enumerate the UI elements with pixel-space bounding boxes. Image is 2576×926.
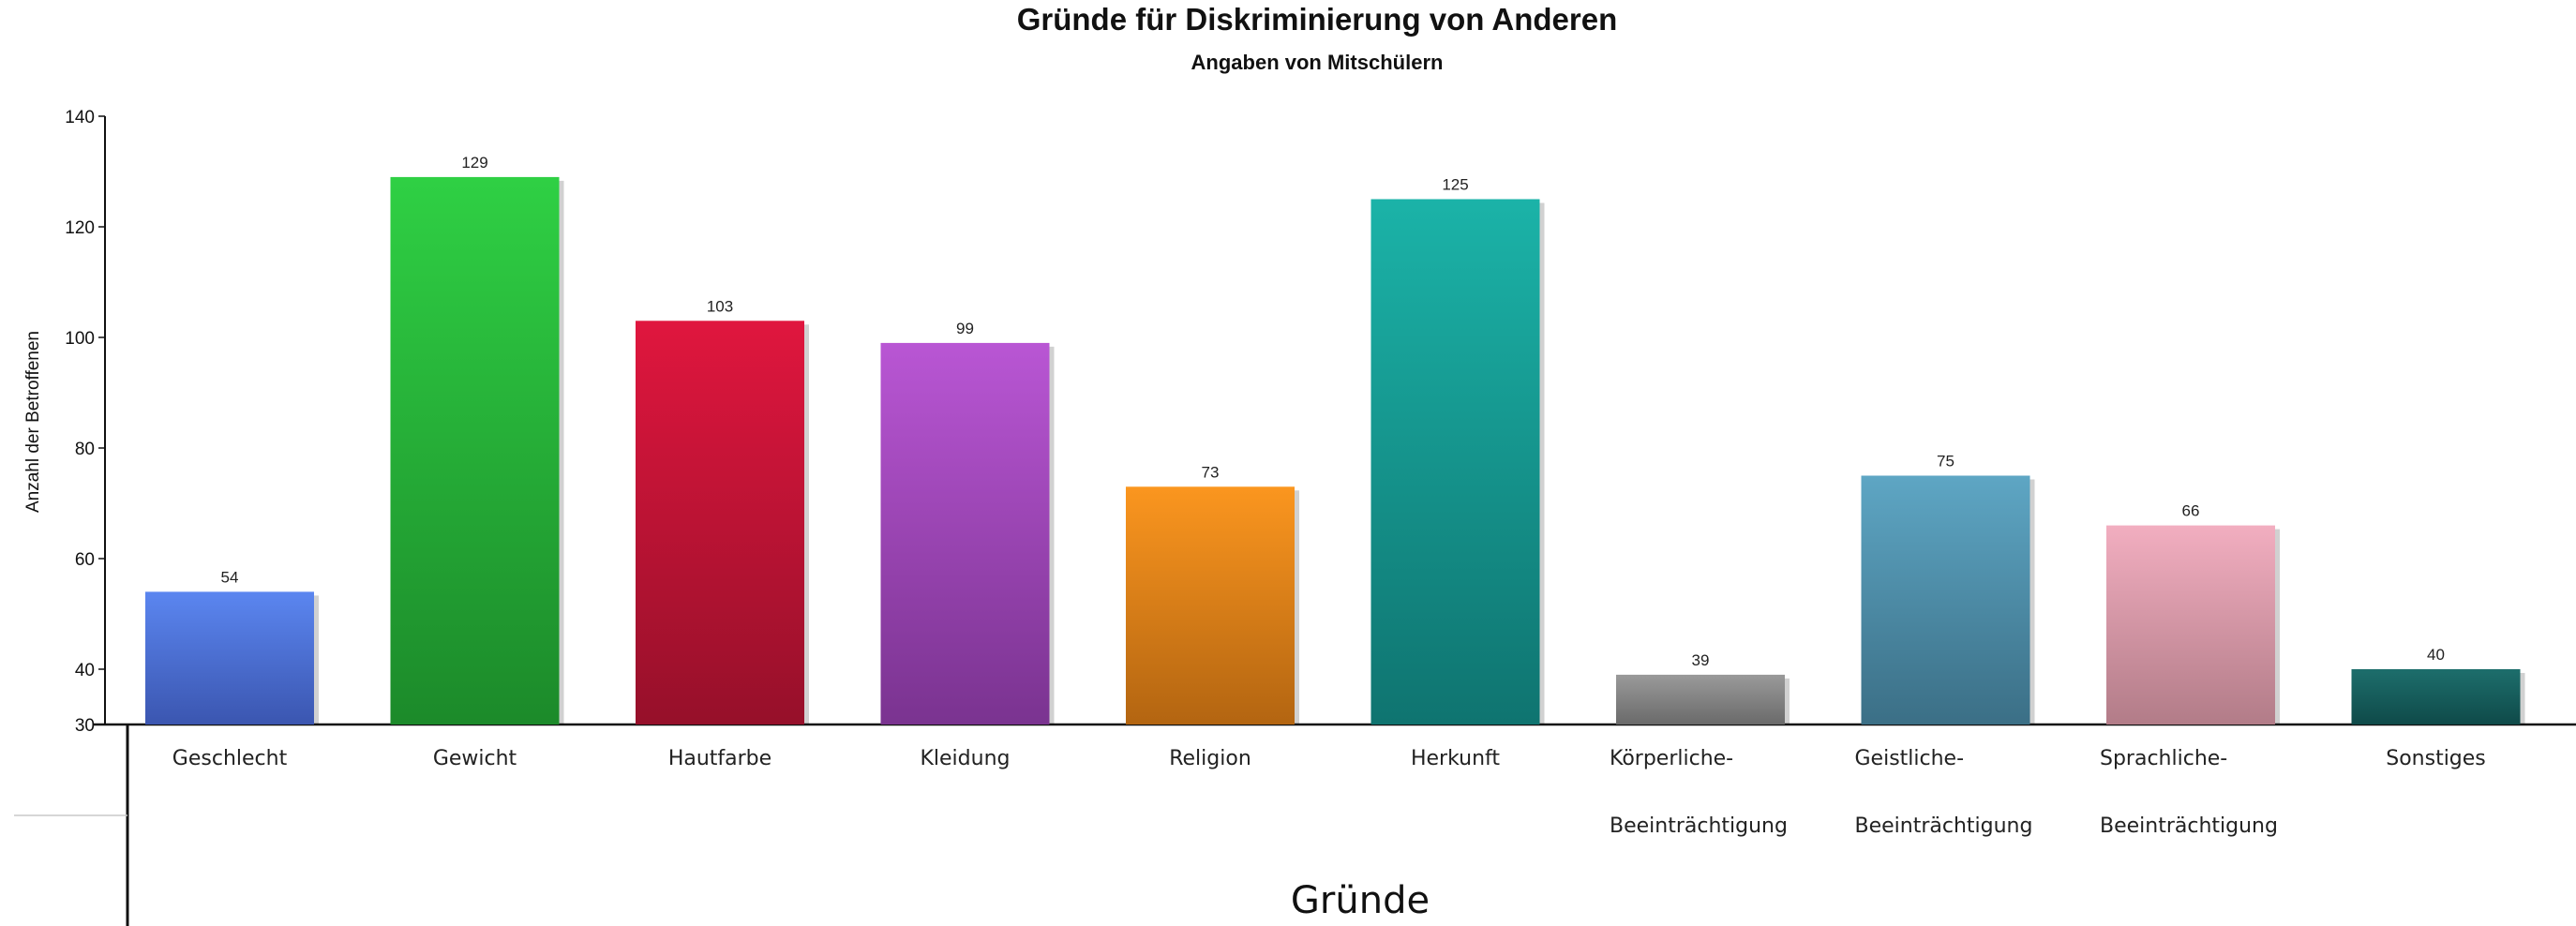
x-tick-label: Hautfarbe	[668, 747, 771, 770]
x-axis-label: Gründe	[1290, 879, 1430, 922]
x-tick-label: Beeinträchtigung	[1610, 814, 1788, 838]
bar	[145, 591, 314, 724]
x-tick-label: Gewicht	[433, 747, 517, 770]
bar-value-label: 73	[1202, 463, 1220, 481]
chart-subtitle: Angaben von Mitschülern	[1191, 51, 1444, 74]
bar-value-label: 99	[956, 320, 974, 337]
bar-value-label: 75	[1937, 453, 1954, 470]
bar-value-label: 54	[221, 568, 239, 586]
y-tick-label: 40	[75, 661, 95, 680]
x-tick-label: Herkunft	[1411, 747, 1500, 770]
x-tick-label: Beeinträchtigung	[1855, 814, 2033, 838]
bar-value-label: 125	[1442, 176, 1468, 194]
x-tick-label: Sprachliche-	[2100, 747, 2227, 770]
bar	[1126, 486, 1295, 724]
bar	[1616, 674, 1785, 724]
bar-value-label: 40	[2427, 646, 2445, 664]
bar-value-label: 129	[461, 154, 487, 172]
bar	[880, 342, 1050, 724]
y-tick-label: 120	[65, 218, 95, 238]
bar	[390, 176, 560, 724]
y-tick-label: 30	[75, 716, 95, 736]
y-tick-label: 140	[65, 108, 95, 127]
x-tick-label: Kleidung	[920, 747, 1010, 770]
y-tick-label: 80	[75, 440, 95, 459]
bar	[2351, 669, 2521, 724]
bar	[2106, 525, 2275, 724]
x-tick-label: Sonstiges	[2386, 747, 2486, 770]
bar-value-label: 103	[707, 297, 733, 315]
y-tick-label: 60	[75, 550, 95, 570]
bar-value-label: 66	[2182, 502, 2200, 520]
y-tick-label: 100	[65, 329, 95, 349]
bar	[1861, 475, 2030, 724]
x-tick-label: Beeinträchtigung	[2100, 814, 2278, 838]
bar	[636, 321, 804, 724]
bar-value-label: 39	[1692, 651, 1710, 669]
x-tick-label: Körperliche-	[1610, 747, 1733, 770]
bar	[1370, 199, 1540, 724]
x-tick-label: Religion	[1169, 747, 1251, 770]
x-tick-label: Geistliche-	[1855, 747, 1965, 770]
x-tick-label: Geschlecht	[172, 747, 288, 770]
chart-title: Gründe für Diskriminierung von Anderen	[1016, 2, 1618, 37]
